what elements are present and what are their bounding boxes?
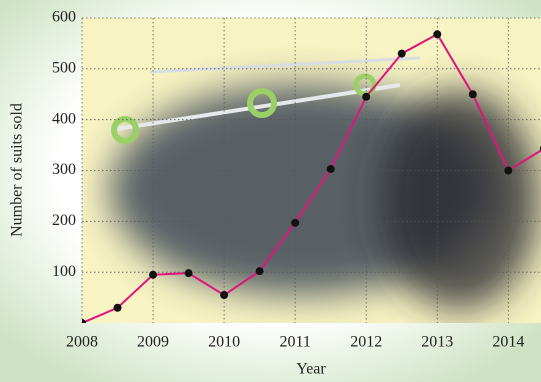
point (220, 291, 229, 300)
x-tick-label: 2012 (350, 334, 382, 351)
point (362, 92, 371, 101)
x-tick-label: 2014 (492, 334, 524, 351)
point (255, 267, 264, 276)
point (113, 303, 122, 312)
point (149, 270, 158, 279)
x-tick-label: 2011 (279, 334, 310, 351)
y-tick-label: 200 (52, 212, 76, 229)
y-tick-label: 100 (52, 263, 76, 280)
y-tick-label: 400 (52, 110, 76, 127)
point (504, 166, 513, 175)
line (82, 32, 541, 323)
point (184, 269, 193, 278)
y-tick-label: 300 (52, 161, 76, 178)
point (326, 164, 335, 173)
x-axis-title: Year (296, 361, 326, 378)
y-axis-title: Number of suits sold (9, 103, 26, 237)
point (397, 49, 406, 58)
x-tick-label: 2009 (137, 334, 169, 351)
point (82, 319, 86, 323)
x-tick-label: 2010 (208, 334, 240, 351)
point (291, 218, 300, 227)
x-tick-label: 2013 (421, 334, 453, 351)
series (82, 30, 541, 323)
photo (109, 56, 540, 310)
x-tick-label: 2008 (66, 334, 98, 351)
y-tick-label: 600 (52, 9, 76, 26)
y-tick-label: 500 (52, 60, 76, 77)
point (468, 90, 477, 99)
point (433, 30, 442, 39)
